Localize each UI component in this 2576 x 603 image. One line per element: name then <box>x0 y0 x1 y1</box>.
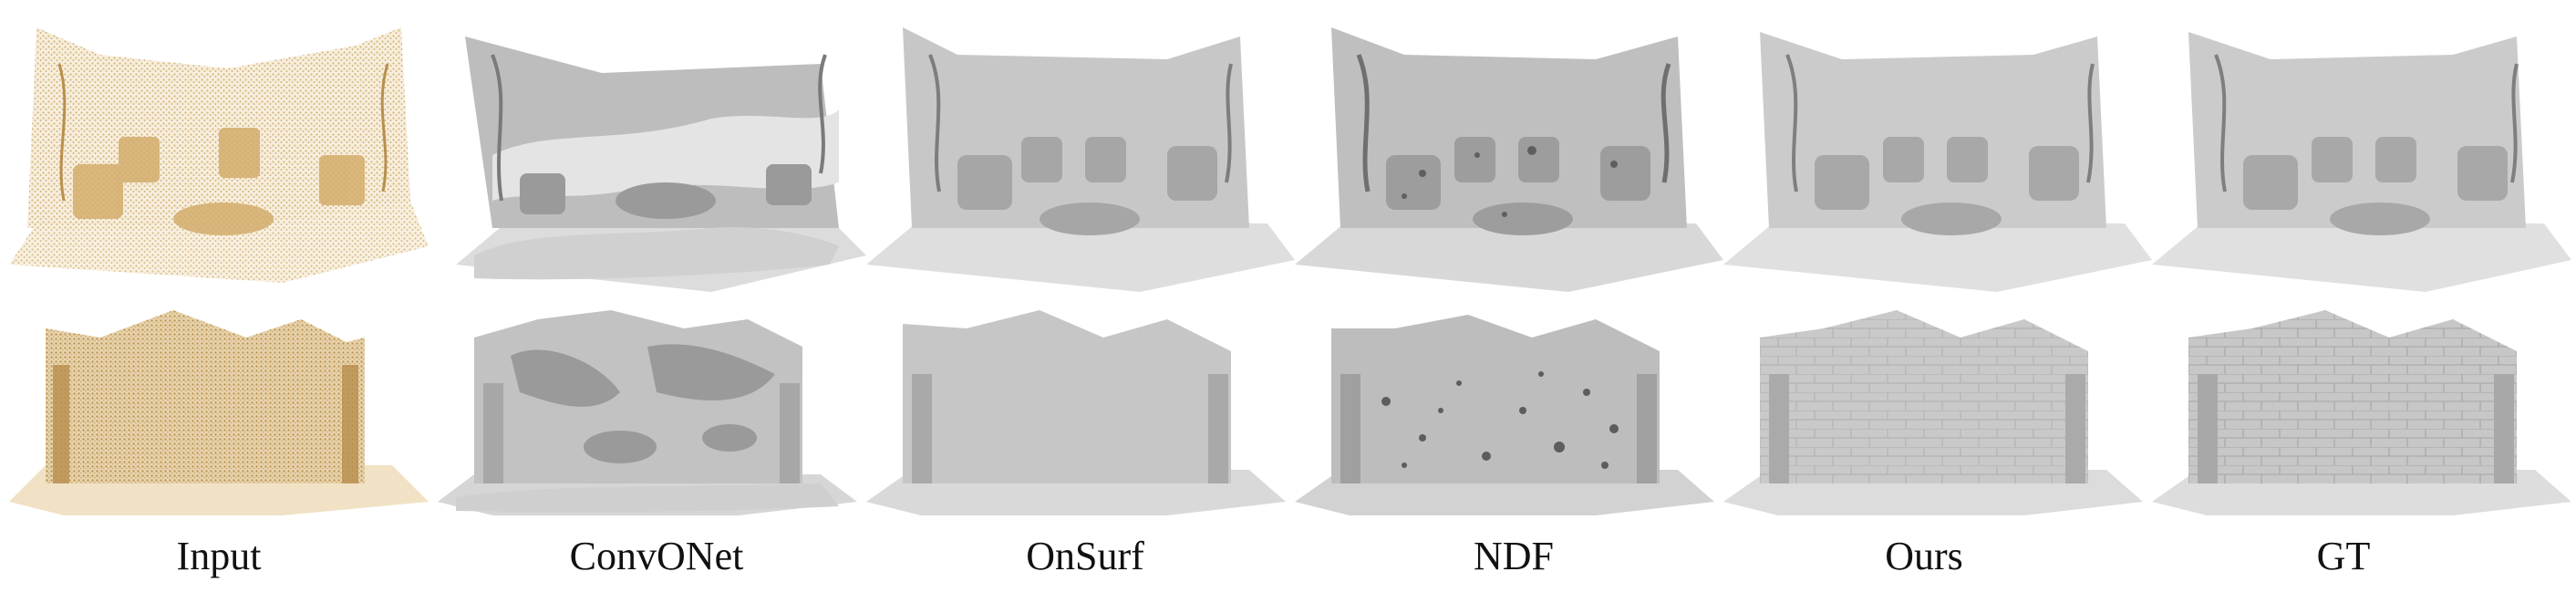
column-label-ndf: NDF <box>1473 534 1555 578</box>
ours-room-mesh <box>1723 32 2152 292</box>
column-label-onsurf: OnSurf <box>1026 534 1144 578</box>
convonet-room-mesh <box>456 36 866 292</box>
onsurf-room-mesh <box>866 27 1295 292</box>
gt-wall-mesh <box>2152 310 2571 515</box>
ndf-wall-mesh <box>1295 315 1714 515</box>
onsurf-wall-mesh <box>866 310 1286 515</box>
column-label-input: Input <box>176 534 262 578</box>
gt-room-mesh <box>2152 32 2571 292</box>
column-label-gt: GT <box>2316 534 2371 578</box>
ndf-room-mesh <box>1295 27 1723 292</box>
input-room-pointcloud <box>9 27 429 283</box>
column-label-convonet: ConvONet <box>569 534 744 578</box>
column-label-ours: Ours <box>1885 534 1963 578</box>
ours-wall-mesh <box>1723 310 2143 515</box>
convonet-wall-mesh <box>438 310 857 515</box>
input-wall-pointcloud <box>9 310 429 515</box>
